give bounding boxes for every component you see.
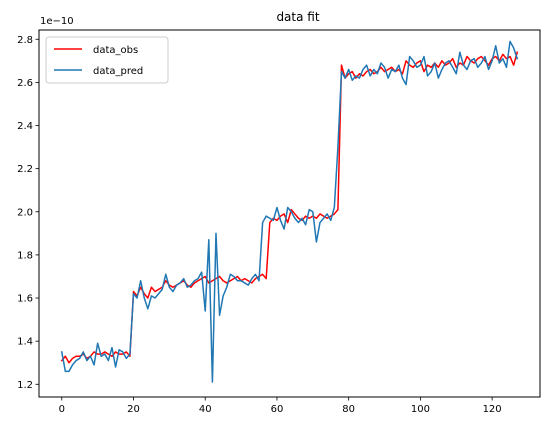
y-tick-label: 1.6 <box>17 294 33 305</box>
y-tick-label: 2.0 <box>17 207 33 218</box>
legend-label-data-obs: data_obs <box>93 45 138 56</box>
y-tick-label: 2.4 <box>17 121 33 132</box>
y-tick-label: 1.4 <box>17 337 33 348</box>
x-tick-label: 0 <box>59 404 65 415</box>
y-tick-label: 2.8 <box>17 35 33 46</box>
x-axis: 0 20 40 60 80 100 120 <box>59 397 502 415</box>
chart-title: data fit <box>276 10 319 24</box>
x-tick-label: 80 <box>342 404 355 415</box>
x-tick-label: 100 <box>411 404 430 415</box>
y-tick-label: 1.2 <box>17 380 33 391</box>
legend-label-data-pred: data_pred <box>93 66 143 77</box>
legend: data_obs data_pred <box>45 36 169 84</box>
x-tick-label: 40 <box>199 404 212 415</box>
x-tick-label: 60 <box>271 404 284 415</box>
series-line-data-obs <box>60 51 519 364</box>
plot-area <box>60 40 519 383</box>
x-tick-label: 120 <box>483 404 502 415</box>
x-tick-label: 20 <box>127 404 140 415</box>
y-axis: 1.2 1.4 1.6 1.8 2.0 2.2 2.4 2.6 2.8 <box>17 35 39 391</box>
y-tick-label: 2.2 <box>17 164 33 175</box>
series-line-data-pred <box>60 40 519 383</box>
y-axis-multiplier: 1e−10 <box>40 16 74 27</box>
axes-frame <box>38 29 541 398</box>
y-tick-label: 1.8 <box>17 250 33 261</box>
y-tick-label: 2.6 <box>17 78 33 89</box>
